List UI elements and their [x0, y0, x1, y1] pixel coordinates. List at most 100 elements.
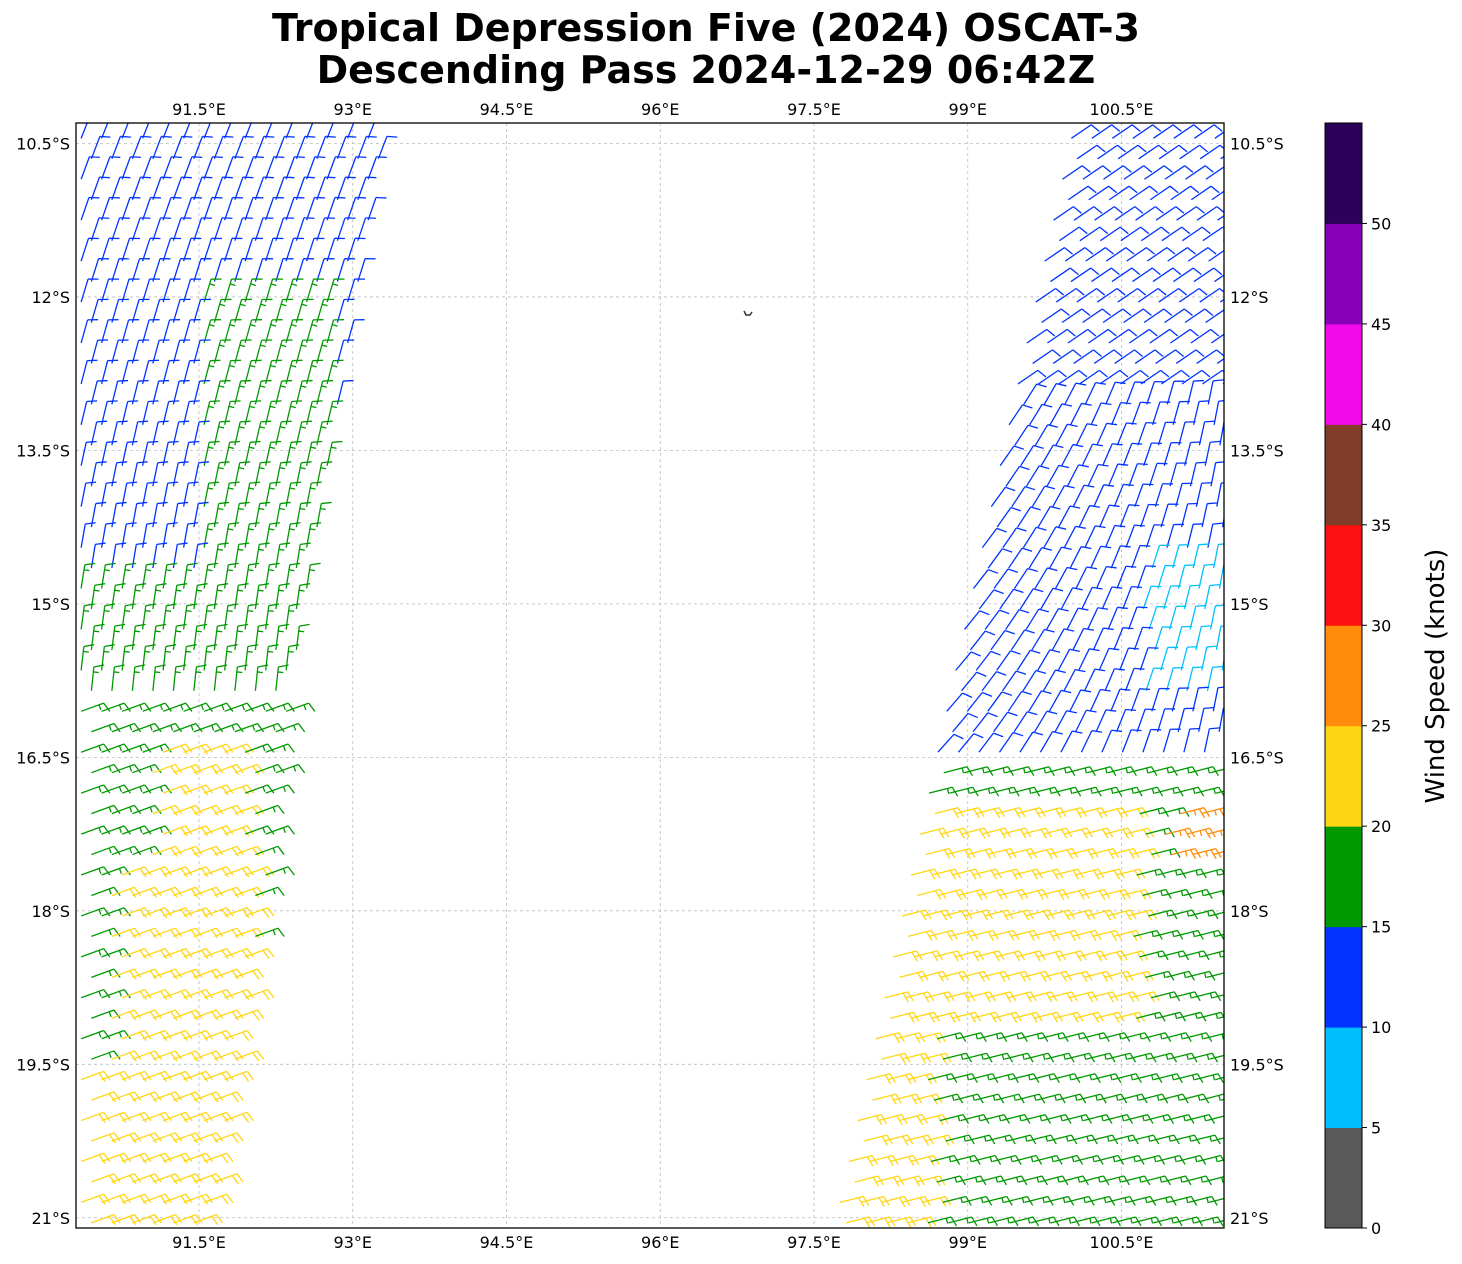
wind-barb	[111, 623, 126, 651]
wind-barb	[101, 237, 120, 262]
wind-barb	[1164, 165, 1194, 180]
wind-barb	[1104, 524, 1126, 548]
wind-barb	[152, 664, 166, 691]
wind-barb	[111, 298, 130, 323]
wind-barb	[224, 156, 244, 180]
wind-barb	[1049, 403, 1073, 426]
wind-barb	[111, 1132, 142, 1144]
wind-barb	[1008, 547, 1033, 569]
wind-barb	[1139, 647, 1159, 671]
wind-barb	[152, 339, 170, 364]
wind-barb	[80, 481, 97, 507]
wind-barb	[1192, 543, 1210, 569]
wind-barb	[121, 1152, 152, 1164]
wind-barb	[1091, 124, 1121, 139]
wind-barb	[1061, 308, 1091, 324]
wind-barb	[162, 784, 193, 796]
wind-barb	[131, 623, 146, 651]
wind-barb	[1070, 267, 1100, 283]
wind-barb	[1060, 587, 1083, 610]
wind-barb	[295, 217, 315, 241]
wind-barb	[1079, 226, 1109, 242]
wind-barb	[80, 644, 95, 671]
wind-barb	[1187, 247, 1217, 262]
wind-barb	[1134, 349, 1164, 364]
y-tick-label-right: 15°S	[1230, 595, 1269, 614]
wind-barb	[1178, 421, 1196, 446]
y-tick-label-left: 13.5°S	[16, 441, 70, 460]
wind-barb	[234, 339, 252, 364]
wind-barb	[111, 968, 142, 980]
colorbar-tick-label: 45	[1371, 315, 1391, 334]
wind-barb	[1203, 1175, 1224, 1183]
wind-barb	[1069, 689, 1092, 712]
wind-barb	[80, 825, 111, 835]
wind-barb	[1043, 526, 1067, 548]
wind-barb	[1200, 1093, 1224, 1101]
wind-barb	[367, 156, 387, 180]
wind-barb	[91, 722, 121, 733]
wind-barb	[121, 784, 152, 794]
wind-barb	[162, 743, 193, 755]
wind-barb	[193, 804, 224, 816]
wind-barb	[80, 196, 100, 221]
wind-barb	[347, 156, 367, 180]
wind-barb	[244, 196, 264, 221]
wind-barb	[336, 176, 356, 200]
wind-barb	[255, 886, 285, 897]
wind-barb	[1040, 444, 1064, 467]
wind-barb	[1002, 527, 1027, 548]
wind-barb	[193, 1214, 224, 1226]
wind-barb	[336, 339, 355, 364]
wind-barb	[972, 712, 998, 733]
wind-barb	[1127, 606, 1148, 630]
wind-barb	[121, 1193, 152, 1205]
wind-barb	[357, 217, 376, 241]
wind-barb	[1148, 606, 1168, 630]
wind-barb	[326, 278, 345, 303]
wind-barb	[203, 603, 218, 630]
wind-barb	[969, 630, 996, 651]
wind-barb	[1017, 506, 1041, 528]
wind-barb	[1183, 727, 1201, 753]
wind-barb	[1195, 625, 1212, 651]
wind-barb	[1107, 606, 1128, 630]
wind-barb	[1210, 768, 1224, 774]
wind-barb	[254, 298, 273, 323]
wind-barb	[162, 644, 177, 671]
wind-barb	[1094, 206, 1123, 221]
wind-barb	[100, 644, 115, 671]
wind-barb	[305, 359, 324, 385]
wind-barb	[162, 156, 182, 180]
wind-barb	[347, 123, 355, 139]
wind-barb	[1209, 911, 1224, 917]
wind-barb	[285, 123, 293, 139]
wind-barb	[1079, 369, 1108, 385]
wind-barb	[1084, 382, 1106, 405]
colorbar-tick-label: 0	[1371, 1219, 1381, 1238]
wind-barb	[111, 1050, 142, 1062]
wind-barb	[91, 804, 121, 815]
wind-barb	[80, 440, 97, 466]
wind-barb	[91, 1214, 121, 1226]
wind-barb	[1206, 829, 1224, 837]
wind-barb	[142, 743, 172, 753]
wind-barb	[1128, 463, 1148, 487]
wind-barb	[285, 644, 300, 671]
wind-barb	[1097, 144, 1127, 160]
wind-barb	[946, 692, 973, 712]
wind-barb	[203, 1152, 234, 1164]
wind-barb	[285, 702, 316, 712]
wind-barb	[264, 603, 280, 630]
wind-barb	[1028, 546, 1053, 569]
wind-barb	[1116, 708, 1136, 733]
wind-barb	[1093, 349, 1123, 364]
wind-barb	[316, 176, 336, 200]
wind-barb	[121, 359, 139, 385]
wind-barb	[1082, 308, 1111, 324]
colorbar-tick-label: 10	[1371, 1018, 1391, 1037]
wind-barb	[224, 196, 243, 221]
wind-barb	[173, 763, 203, 775]
wind-barb	[1217, 1159, 1224, 1163]
wind-barb	[162, 907, 193, 919]
